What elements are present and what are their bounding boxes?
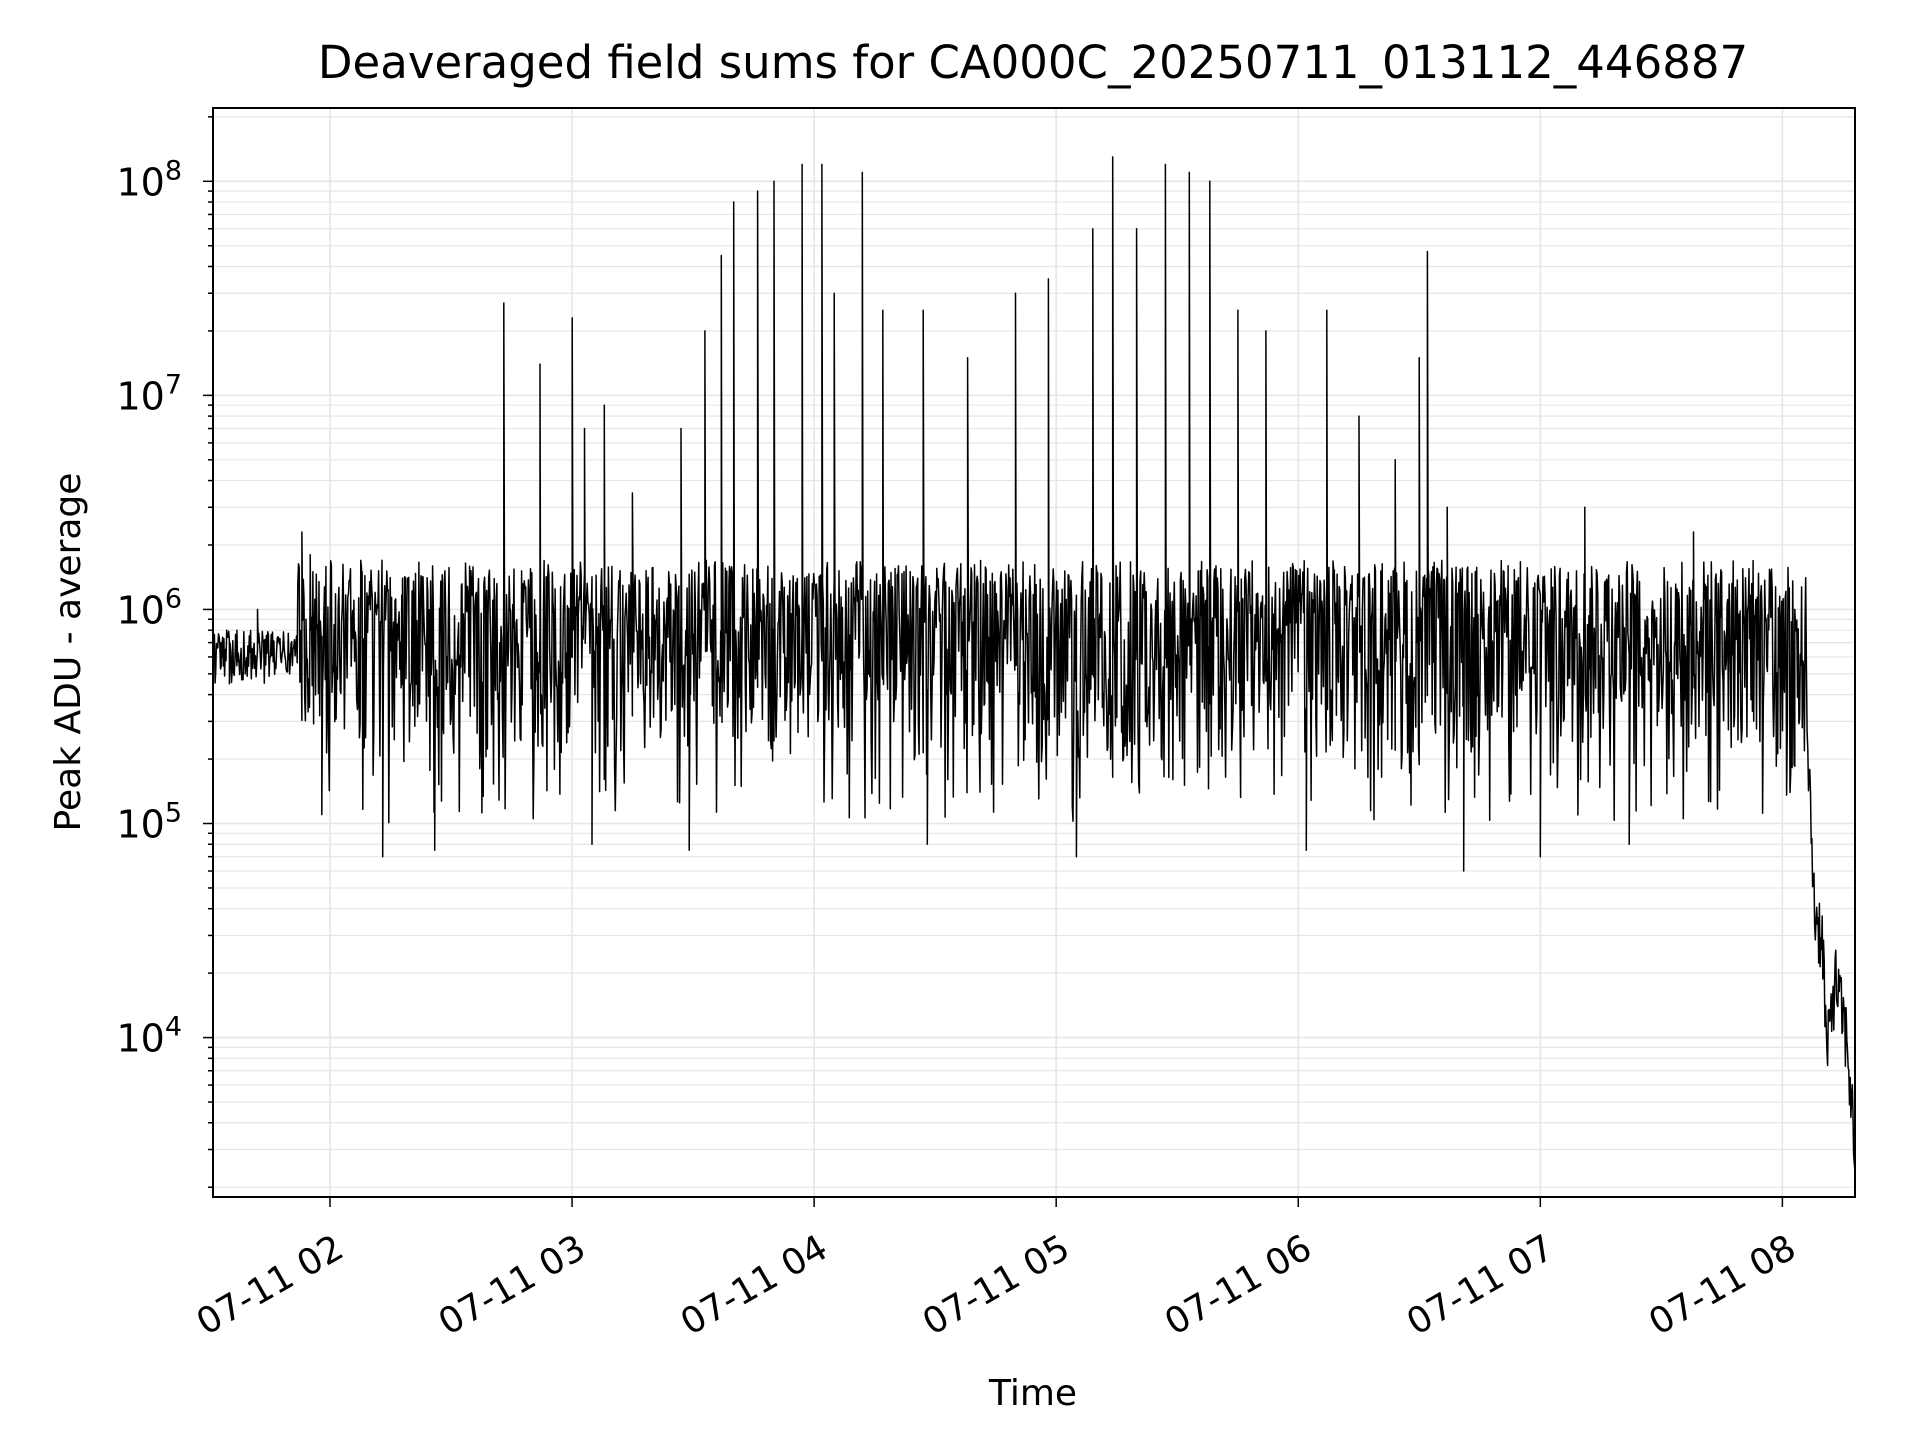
y-tick-label-base: 10 <box>116 588 164 632</box>
series-line <box>212 156 1856 1173</box>
y-tick-label: 105 <box>116 798 182 847</box>
y-tick-label: 107 <box>116 369 182 418</box>
y-tick-label-exponent: 8 <box>165 155 182 186</box>
y-tick-label-exponent: 4 <box>165 1012 182 1043</box>
y-tick-label: 106 <box>116 583 182 632</box>
chart-title: Deaveraged field sums for CA000C_2025071… <box>318 36 1748 89</box>
y-tick-label-base: 10 <box>116 1017 164 1061</box>
y-tick-label-exponent: 6 <box>165 583 182 614</box>
y-tick-label-base: 10 <box>116 160 164 204</box>
y-tick-label-base: 10 <box>116 803 164 847</box>
x-axis-label: Time <box>988 1373 1077 1414</box>
plot-frame <box>212 107 1856 1198</box>
y-tick-label-exponent: 7 <box>165 369 182 400</box>
y-tick-label-base: 10 <box>116 374 164 418</box>
y-tick-label: 104 <box>116 1012 182 1061</box>
y-axis-label: Peak ADU - average <box>48 473 89 832</box>
y-tick-label-exponent: 5 <box>165 798 182 829</box>
y-tick-label: 108 <box>116 155 182 204</box>
